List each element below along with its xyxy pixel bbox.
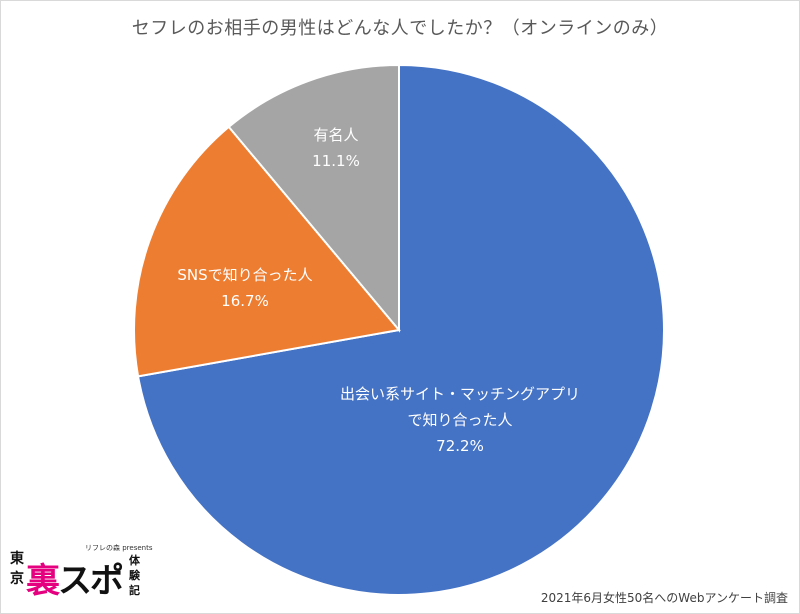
slice-value: 16.7%: [221, 292, 269, 310]
slice-value: 72.2%: [436, 437, 484, 455]
slice-value: 11.1%: [312, 152, 360, 170]
pie-slice: [227, 63, 400, 333]
slice-label: SNSで知り合った人: [177, 266, 313, 284]
slice-label: 有名人: [313, 126, 359, 144]
pie-slice: [133, 125, 401, 378]
slice-label: で知り合った人: [407, 411, 513, 429]
chart-title: セフレのお相手の男性はどんな人でしたか？（オンラインのみ）: [131, 18, 669, 39]
pie-slice: [136, 63, 665, 596]
logo-subtitle: リフレの森 presents: [85, 544, 153, 552]
logo-main-black: スポ: [58, 561, 124, 601]
logo-right-text: 体験記: [129, 554, 140, 597]
logo-main-pink: 裏: [26, 561, 60, 601]
data-label: 有名人 11.1%: [309, 122, 364, 174]
slice-label: 出会い系サイト・マッチングアプリ: [339, 385, 580, 403]
data-label: SNSで知り合った人 16.7%: [165, 262, 325, 314]
site-logo: リフレの森 presents 東京 裏スポ 体験記: [8, 543, 152, 607]
survey-footnote: 2021年6月女性50名へのWebアンケート調査: [540, 591, 788, 605]
logo-main-text: 裏スポ: [26, 553, 124, 602]
logo-left-text: 東京: [10, 551, 24, 587]
data-label: 出会い系サイト・マッチングアプリ で知り合った人 72.2%: [335, 381, 585, 459]
